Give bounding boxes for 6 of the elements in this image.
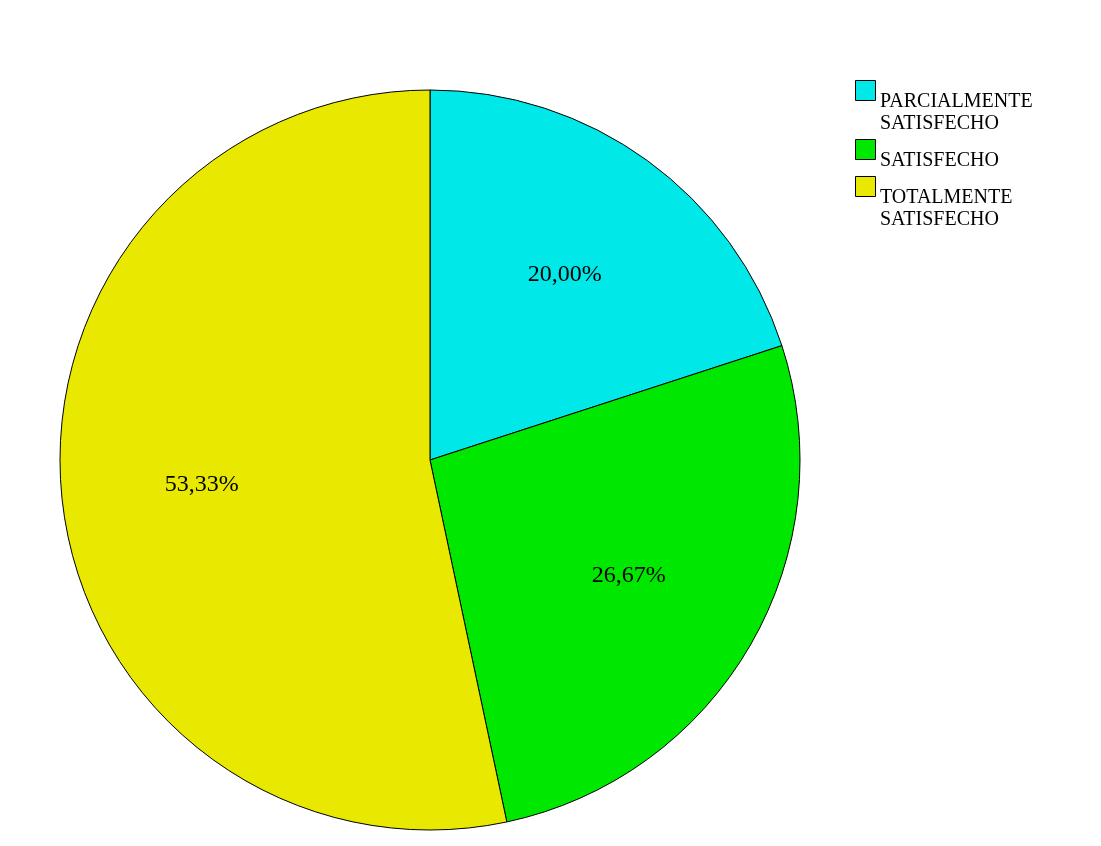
legend-label: TOTALMENTE SATISFECHO	[880, 184, 1013, 229]
data-label: 26,67%	[591, 560, 666, 587]
data-label: 53,33%	[164, 469, 239, 496]
data-label: 20,00%	[527, 260, 602, 287]
legend-label: SATISFECHO	[880, 147, 999, 170]
legend-label: PARCIALMENTE SATISFECHO	[880, 88, 1033, 133]
